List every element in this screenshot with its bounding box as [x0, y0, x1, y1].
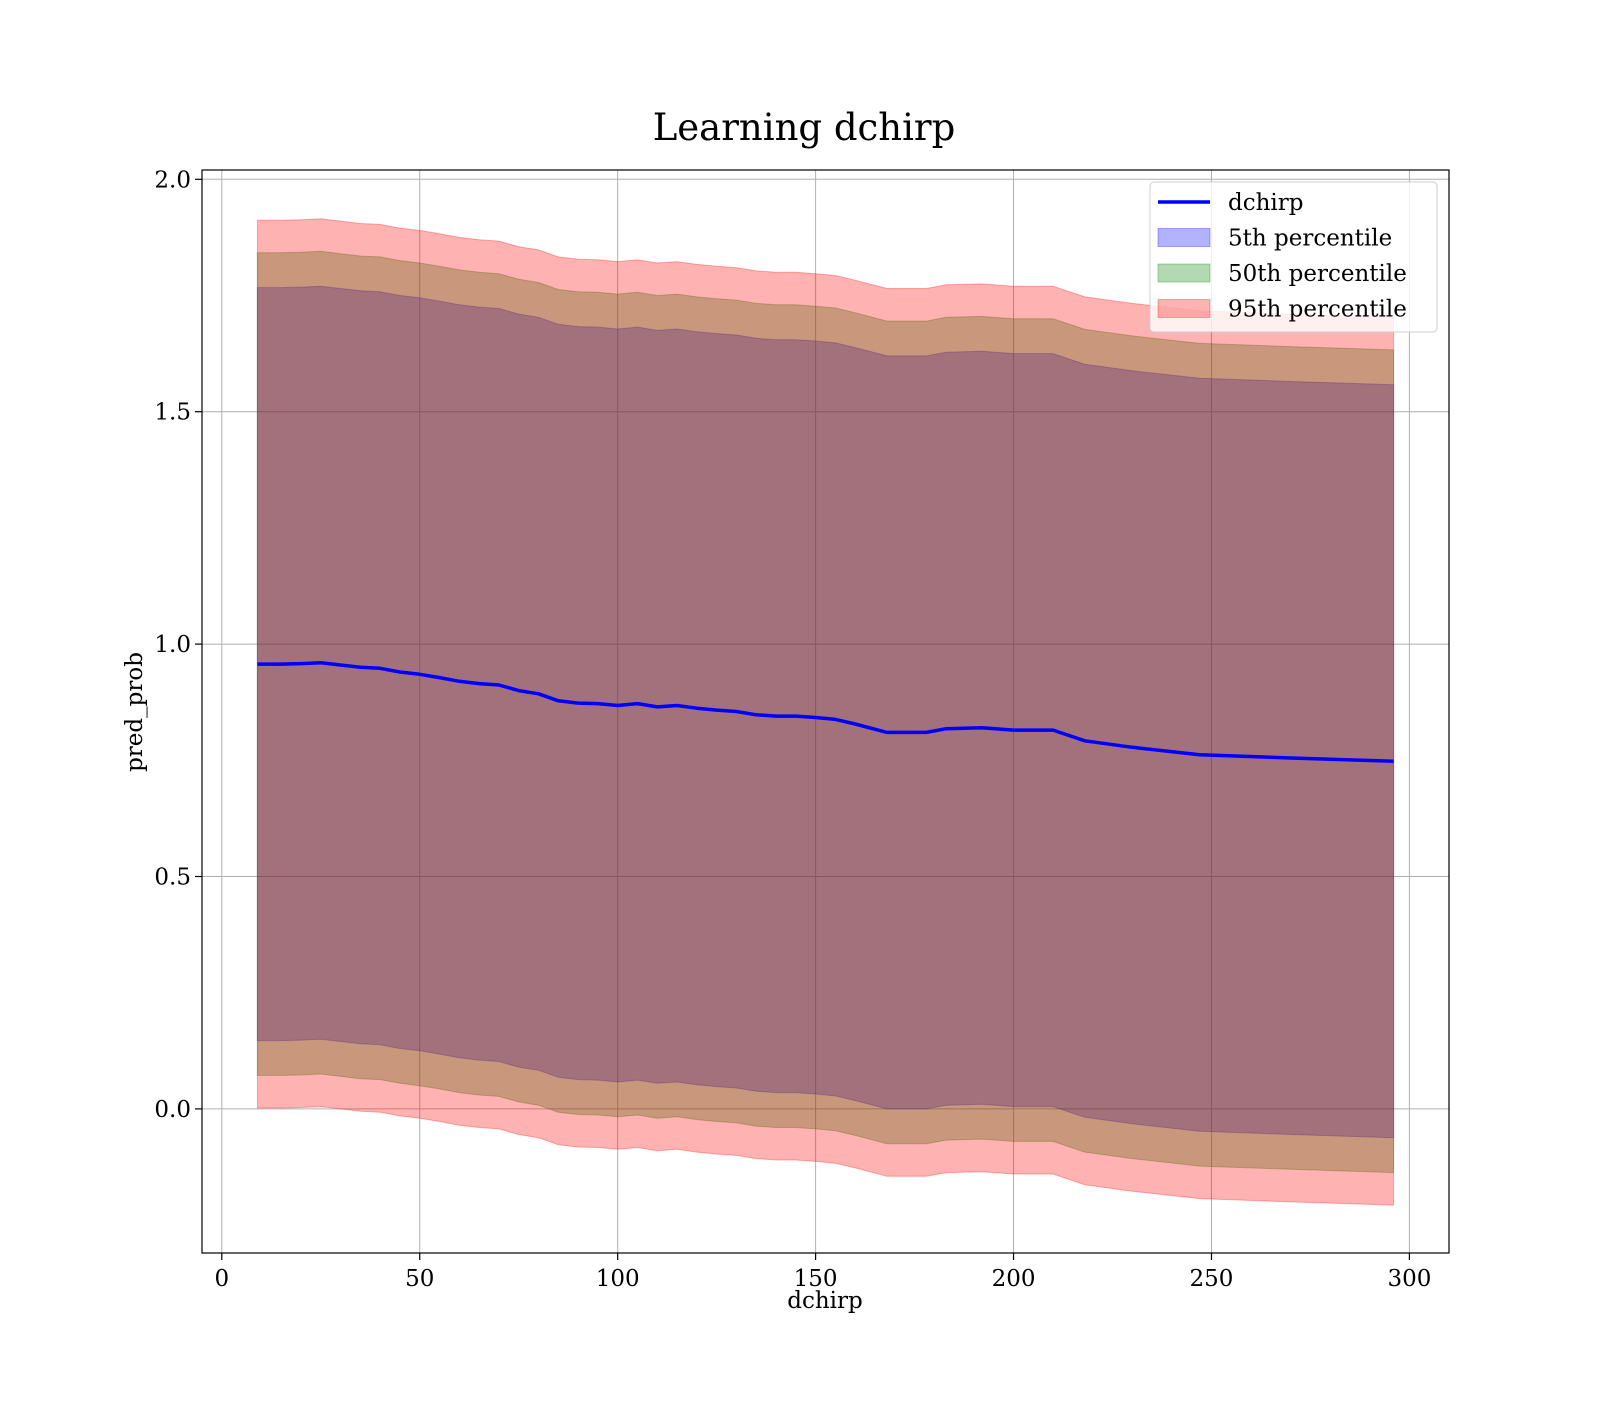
plot-frame: [201, 169, 1450, 1254]
legend-swatch-patch: [1157, 228, 1211, 247]
y-tick-label: 2.0: [154, 167, 191, 193]
band-2: [256, 250, 1395, 1174]
series-line-dchirp: [257, 660, 1394, 763]
x-tick-label: 300: [1387, 1266, 1431, 1292]
legend-label: 50th percentile: [1228, 261, 1407, 287]
x-axis-label: dchirp: [787, 1288, 863, 1314]
legend: dchirp 5th percentile 50th percentile 95th …: [1149, 181, 1438, 333]
y-tick-label: 1.0: [154, 632, 191, 658]
x-tick-label: 0: [214, 1266, 229, 1292]
legend-label: dchirp: [1228, 190, 1304, 216]
y-tick-label: 1.5: [154, 400, 191, 426]
y-axis-ticks: 0.0 0.5 1.0 1.5 2.0: [154, 167, 202, 1123]
series-lines: [257, 660, 1394, 763]
y-tick-label: 0.0: [154, 1097, 191, 1123]
legend-swatch-patch: [1157, 299, 1211, 318]
x-tick-label: 150: [794, 1266, 838, 1292]
legend-swatch-patch: [1157, 263, 1211, 283]
grid-lines: [202, 170, 1449, 1253]
x-tick-label: 200: [992, 1266, 1036, 1292]
x-tick-label: 50: [405, 1266, 434, 1292]
percentile-bands: [256, 218, 1395, 1206]
legend-label: 5th percentile: [1228, 226, 1392, 252]
chart-title: Learning dchirp: [653, 106, 956, 149]
band-3: [256, 218, 1395, 1206]
x-axis-ticks: 0 50 100 150 200 250 300: [214, 1253, 1431, 1292]
y-tick-label: 0.5: [154, 865, 191, 891]
legend-label: 95th percentile: [1228, 297, 1407, 323]
x-tick-label: 100: [596, 1266, 640, 1292]
band-1: [256, 285, 1395, 1139]
x-tick-label: 250: [1190, 1266, 1234, 1292]
legend-box: [1149, 181, 1438, 333]
y-axis-label: pred_prob: [122, 652, 148, 772]
